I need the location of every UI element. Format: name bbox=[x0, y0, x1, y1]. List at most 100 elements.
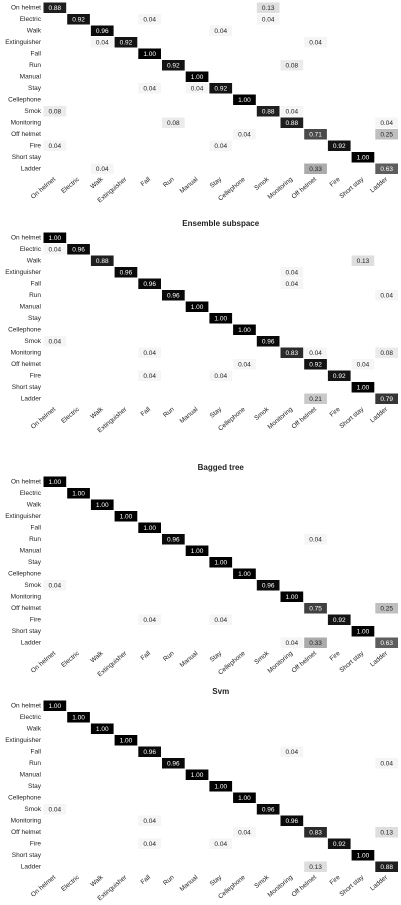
x-tick-label: Fire bbox=[329, 650, 342, 663]
heatmap-cell bbox=[209, 140, 233, 151]
x-tick-label: Run bbox=[162, 874, 176, 887]
cell-value-label: 0.13 bbox=[262, 5, 275, 12]
y-tick-label: Fire bbox=[30, 372, 42, 379]
y-tick-label: Smok bbox=[24, 582, 41, 589]
heatmap-cell bbox=[304, 37, 327, 48]
heatmap-cell bbox=[351, 359, 375, 370]
x-tick-label: Electric bbox=[60, 874, 81, 894]
cell-value-label: 1.00 bbox=[49, 235, 62, 242]
heatmap-cell bbox=[280, 746, 304, 757]
cell-value-label: 0.63 bbox=[380, 640, 393, 647]
heatmap-cell bbox=[114, 267, 138, 278]
heatmap-cell bbox=[138, 370, 161, 381]
cell-value-label: 0.92 bbox=[333, 143, 346, 150]
cell-value-label: 0.21 bbox=[309, 396, 322, 403]
cell-value-label: 0.04 bbox=[380, 120, 393, 127]
y-tick-label: Walk bbox=[27, 501, 42, 508]
cell-value-label: 0.04 bbox=[309, 39, 322, 46]
x-tick-label: Off helmet bbox=[291, 874, 319, 899]
y-tick-label: Cellephone bbox=[8, 96, 41, 103]
heatmap-cell bbox=[138, 14, 161, 25]
x-tick-label: Manual bbox=[179, 406, 200, 425]
cell-value-label: 1.00 bbox=[238, 97, 251, 104]
heatmap-cell bbox=[233, 324, 256, 335]
y-tick-label: Electric bbox=[20, 246, 42, 253]
heatmap-cell bbox=[375, 163, 398, 174]
cell-value-label: 1.00 bbox=[120, 737, 133, 744]
cell-value-label: 1.00 bbox=[357, 628, 370, 635]
x-tick-label: Smok bbox=[253, 650, 271, 667]
x-tick-label: Off helmet bbox=[291, 406, 319, 431]
heatmap-cell bbox=[90, 255, 114, 266]
y-tick-label: Extinguisher bbox=[5, 513, 42, 520]
x-tick-label: Run bbox=[162, 176, 176, 189]
cell-value-label: 1.00 bbox=[286, 594, 299, 601]
heatmap-cell bbox=[43, 476, 67, 487]
cell-value-label: 0.04 bbox=[380, 760, 393, 767]
y-tick-label: Stay bbox=[28, 85, 42, 92]
heatmap-cell bbox=[375, 827, 398, 838]
heatmap-cell bbox=[280, 347, 304, 358]
cell-value-label: 0.92 bbox=[214, 85, 227, 92]
y-tick-label: Run bbox=[29, 536, 41, 543]
y-tick-label: Fall bbox=[31, 748, 42, 755]
cell-value-label: 0.96 bbox=[262, 338, 275, 345]
heatmap-cell bbox=[280, 60, 304, 71]
heatmap-cell bbox=[375, 603, 398, 614]
heatmap-cell bbox=[43, 232, 67, 243]
heatmap-cell bbox=[67, 244, 90, 255]
cell-value-label: 0.04 bbox=[309, 536, 322, 543]
heatmap-cell bbox=[185, 83, 209, 94]
heatmap-cell bbox=[327, 140, 351, 151]
x-tick-label: Fire bbox=[329, 874, 342, 887]
cell-value-label: 1.00 bbox=[191, 304, 204, 311]
x-tick-label: Fall bbox=[140, 650, 153, 662]
cell-value-label: 1.00 bbox=[96, 726, 109, 733]
heatmap-cell bbox=[162, 534, 185, 545]
chart-title: Svm bbox=[212, 687, 229, 696]
heatmap-cell bbox=[209, 838, 233, 849]
heatmap-cell bbox=[351, 255, 375, 266]
cell-value-label: 0.92 bbox=[72, 16, 85, 23]
cell-value-label: 1.00 bbox=[191, 74, 204, 81]
heatmap-cell bbox=[138, 347, 161, 358]
heatmap-cell bbox=[304, 393, 327, 404]
heatmap-cell bbox=[351, 382, 375, 393]
heatmap-cell bbox=[233, 792, 256, 803]
y-tick-label: Stay bbox=[28, 783, 42, 790]
y-tick-label: Cellephone bbox=[8, 326, 41, 333]
heatmap-cell bbox=[185, 545, 209, 556]
heatmap-cell bbox=[162, 60, 185, 71]
cell-value-label: 0.88 bbox=[96, 258, 109, 265]
x-tick-label: Walk bbox=[89, 406, 105, 421]
heatmap-cell bbox=[138, 83, 161, 94]
y-tick-label: On helmet bbox=[11, 4, 41, 11]
heatmap-cell bbox=[90, 37, 114, 48]
heatmap-cell bbox=[162, 117, 185, 128]
x-tick-label: Manual bbox=[179, 874, 200, 893]
heatmap-cell bbox=[162, 758, 185, 769]
cell-value-label: 0.92 bbox=[333, 841, 346, 848]
cell-value-label: 0.04 bbox=[96, 39, 109, 46]
heatmap-cell bbox=[375, 117, 398, 128]
heatmap-cell bbox=[280, 117, 304, 128]
x-tick-label: Monitoring bbox=[266, 650, 294, 675]
cell-value-label: 0.04 bbox=[238, 829, 251, 836]
x-tick-label: Stay bbox=[209, 406, 224, 420]
cell-value-label: 1.00 bbox=[72, 714, 85, 721]
heatmap-cell bbox=[233, 94, 256, 105]
x-tick-label: Run bbox=[162, 650, 176, 663]
y-tick-label: Ladder bbox=[21, 165, 42, 172]
y-tick-label: Ladder bbox=[21, 395, 42, 402]
cell-value-label: 0.04 bbox=[309, 350, 322, 357]
x-tick-label: Manual bbox=[179, 176, 200, 195]
cell-value-label: 0.92 bbox=[309, 361, 322, 368]
heatmap-cell bbox=[90, 499, 114, 510]
x-tick-label: Electric bbox=[60, 406, 81, 426]
cell-value-label: 0.04 bbox=[143, 617, 156, 624]
x-tick-label: On helmet bbox=[30, 176, 58, 201]
x-tick-label: Walk bbox=[89, 176, 105, 191]
cell-value-label: 0.96 bbox=[143, 749, 156, 756]
heatmap-cell bbox=[280, 637, 304, 648]
